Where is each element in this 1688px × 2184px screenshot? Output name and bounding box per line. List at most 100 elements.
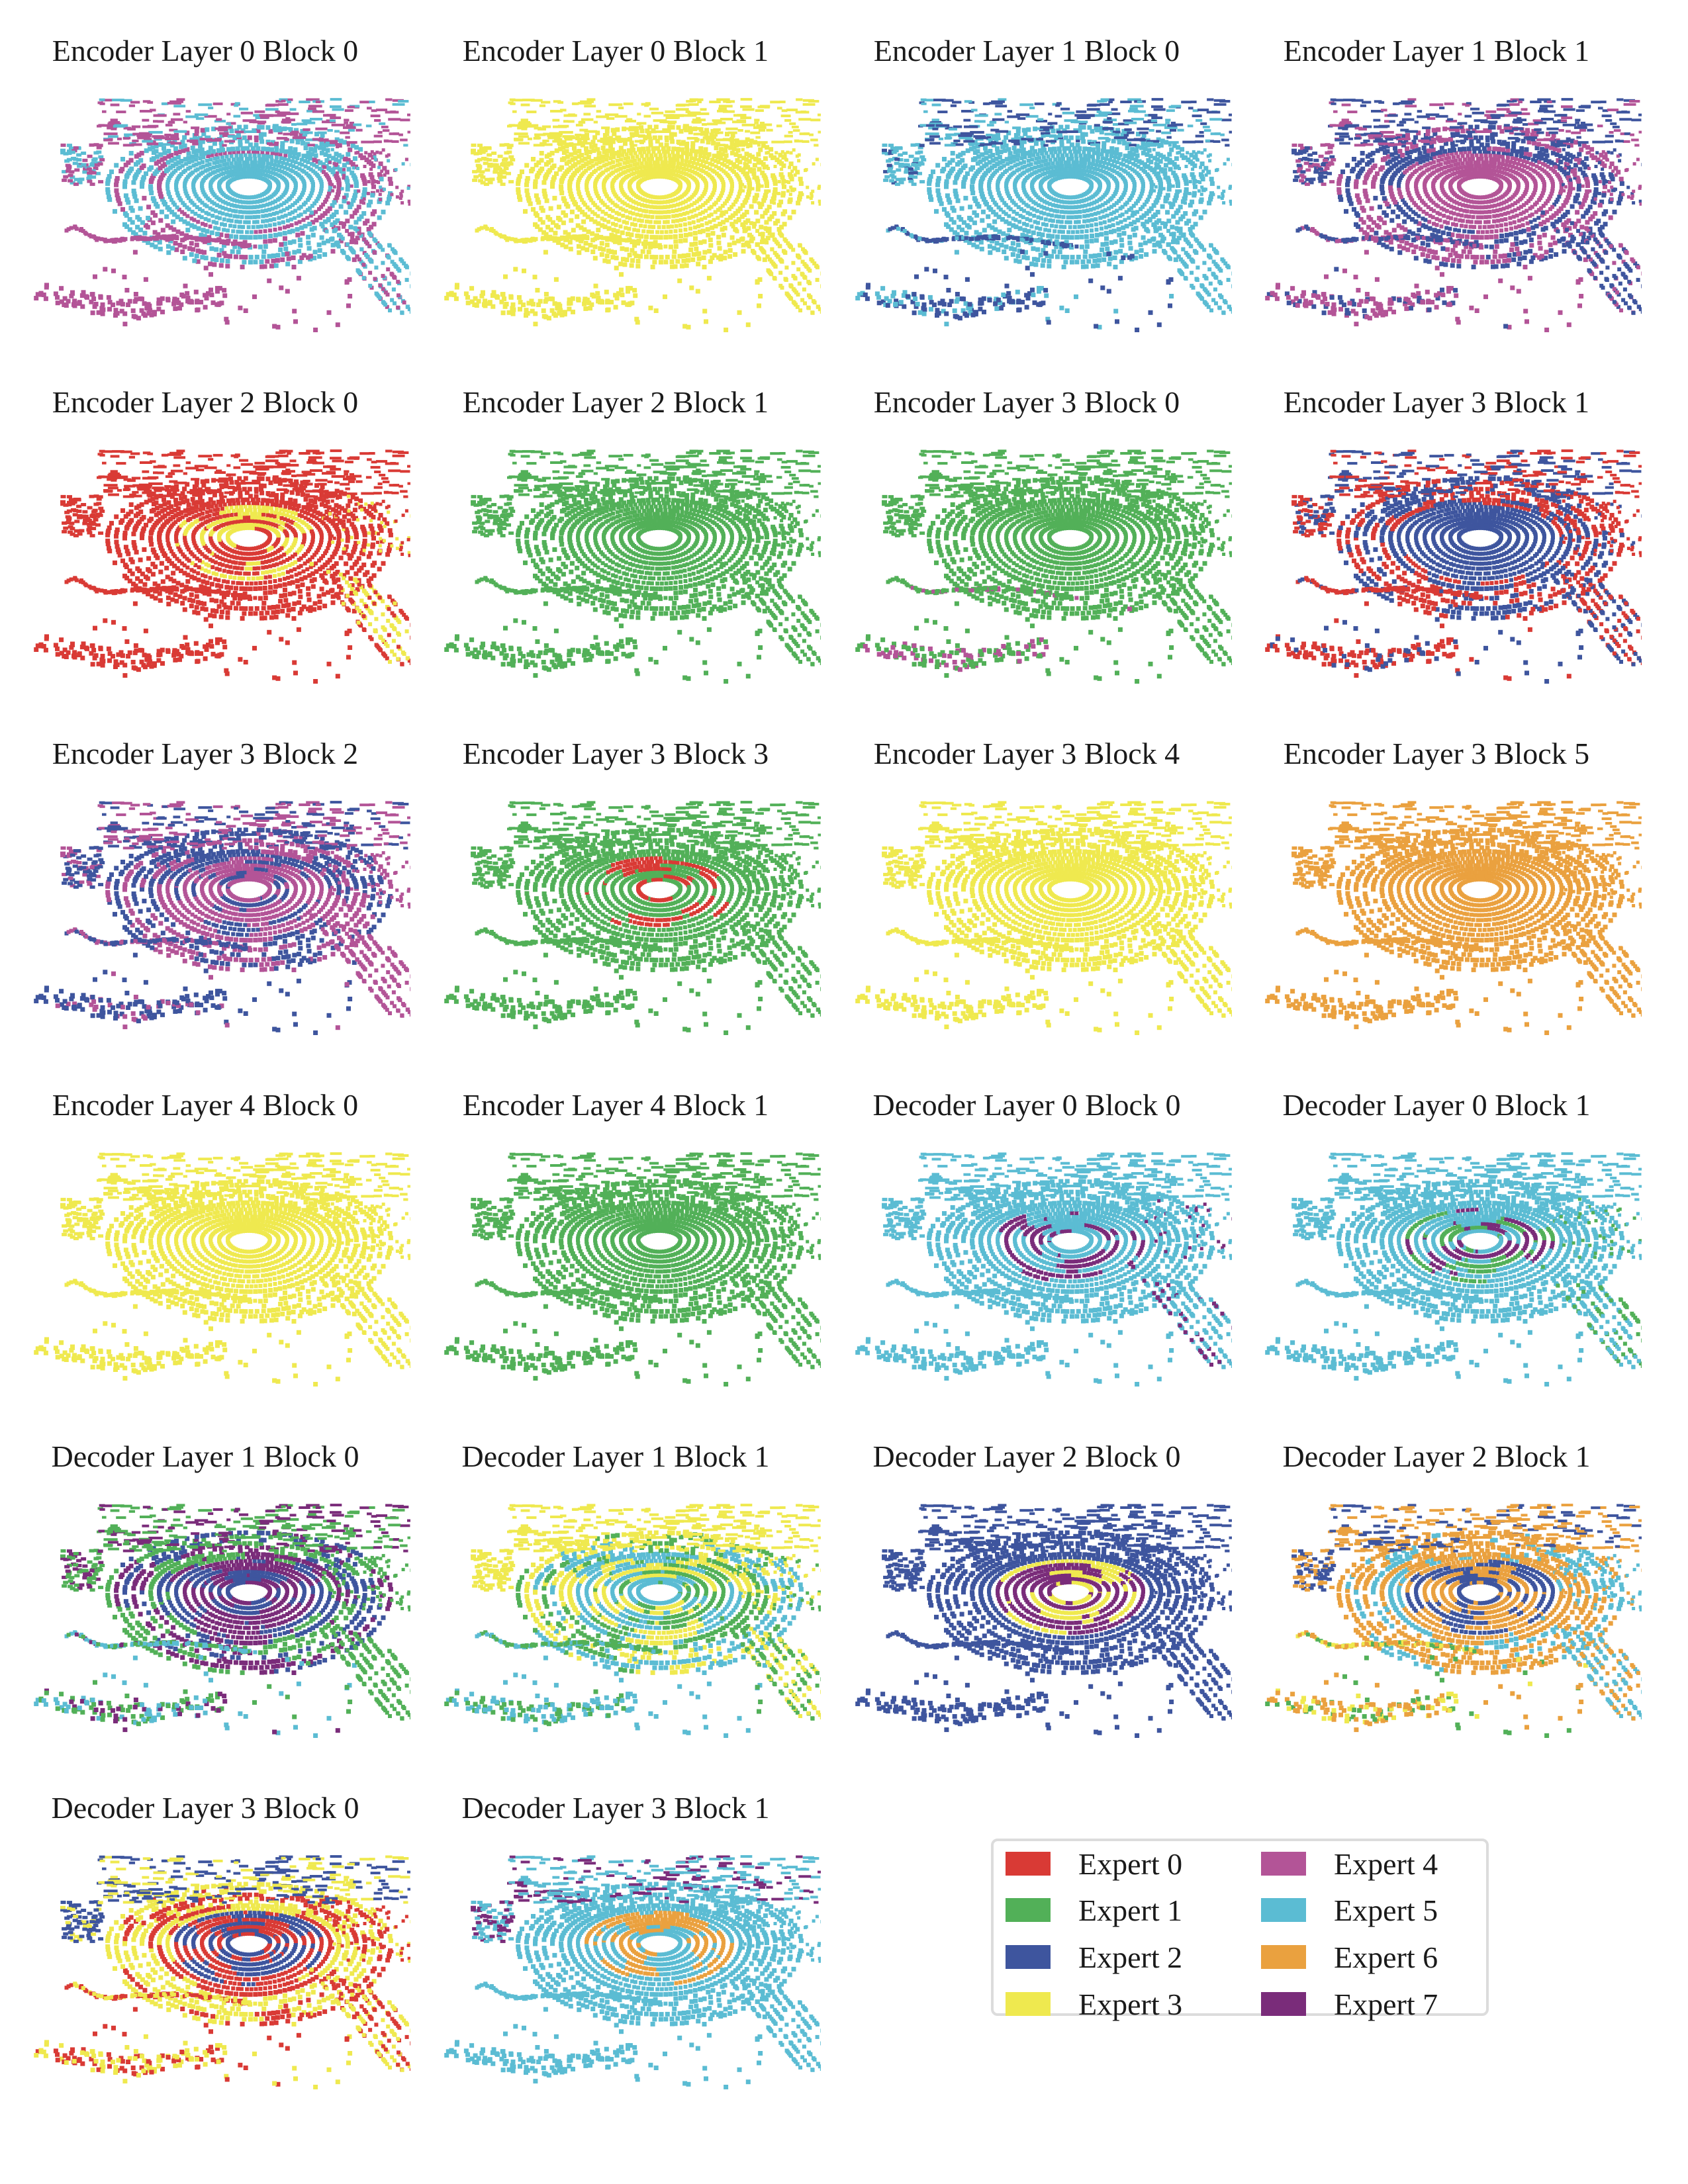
- point: [277, 232, 283, 237]
- point: [479, 170, 485, 174]
- point: [721, 182, 726, 186]
- point: [996, 183, 1000, 187]
- point: [219, 248, 224, 253]
- point: [198, 249, 203, 254]
- point: [695, 289, 700, 294]
- point: [680, 151, 685, 156]
- point: [709, 205, 714, 209]
- point: [789, 122, 796, 125]
- point: [136, 134, 151, 137]
- point: [706, 140, 711, 145]
- point: [649, 175, 653, 179]
- point: [664, 230, 669, 234]
- point: [173, 168, 178, 173]
- point: [238, 242, 242, 247]
- point: [328, 186, 332, 191]
- point: [215, 164, 219, 169]
- point: [131, 230, 136, 235]
- point: [563, 244, 569, 250]
- point: [606, 307, 611, 312]
- point: [451, 293, 457, 297]
- point: [557, 205, 562, 210]
- point: [1013, 189, 1018, 194]
- point: [583, 203, 587, 207]
- point: [631, 148, 636, 153]
- point: [1132, 182, 1137, 186]
- point: [345, 218, 350, 224]
- point: [689, 203, 694, 207]
- point: [230, 197, 234, 202]
- point: [634, 316, 639, 322]
- point: [350, 232, 355, 237]
- point: [712, 202, 716, 206]
- point: [291, 169, 295, 173]
- point: [201, 222, 205, 226]
- point: [154, 138, 162, 141]
- point: [391, 247, 395, 251]
- point: [723, 250, 728, 255]
- point: [182, 135, 187, 140]
- point: [359, 214, 364, 219]
- point: [534, 133, 546, 136]
- point: [381, 287, 385, 291]
- point: [728, 191, 733, 196]
- point: [210, 153, 214, 158]
- point: [368, 232, 373, 236]
- point: [606, 117, 615, 120]
- point: [584, 161, 589, 167]
- point: [718, 105, 733, 108]
- point: [524, 310, 529, 316]
- point: [612, 250, 617, 255]
- point: [691, 251, 696, 257]
- point: [758, 232, 763, 236]
- point: [702, 123, 707, 126]
- point: [234, 154, 239, 158]
- point: [638, 253, 643, 259]
- point: [480, 175, 486, 179]
- point: [780, 167, 784, 171]
- point: [721, 186, 726, 191]
- point: [1100, 156, 1105, 161]
- point: [342, 199, 347, 204]
- point: [716, 155, 721, 160]
- point: [500, 292, 506, 297]
- point: [216, 156, 220, 160]
- point: [504, 151, 510, 155]
- point: [759, 121, 765, 124]
- point: [1068, 163, 1072, 168]
- point: [658, 235, 663, 240]
- point: [718, 144, 726, 147]
- point: [170, 134, 175, 139]
- point: [712, 169, 717, 174]
- point: [724, 153, 729, 158]
- point: [308, 147, 314, 152]
- point: [356, 167, 359, 170]
- point: [359, 247, 364, 251]
- point: [1120, 205, 1125, 209]
- point: [681, 171, 686, 175]
- point: [244, 138, 250, 144]
- point: [299, 101, 310, 103]
- point: [612, 164, 616, 169]
- point: [550, 296, 555, 302]
- point: [321, 162, 326, 167]
- point: [798, 177, 803, 182]
- point: [745, 218, 751, 223]
- point: [226, 174, 230, 179]
- point: [580, 100, 594, 103]
- point: [602, 224, 608, 230]
- point: [1114, 188, 1119, 193]
- point: [657, 220, 661, 224]
- point: [690, 148, 694, 154]
- point: [526, 196, 531, 201]
- point: [591, 148, 596, 154]
- point: [106, 238, 111, 243]
- point: [584, 130, 598, 133]
- point: [70, 150, 75, 154]
- point: [693, 236, 698, 241]
- point: [301, 191, 305, 195]
- point: [387, 153, 391, 157]
- point: [1059, 220, 1064, 224]
- point: [130, 220, 135, 225]
- point: [757, 158, 761, 161]
